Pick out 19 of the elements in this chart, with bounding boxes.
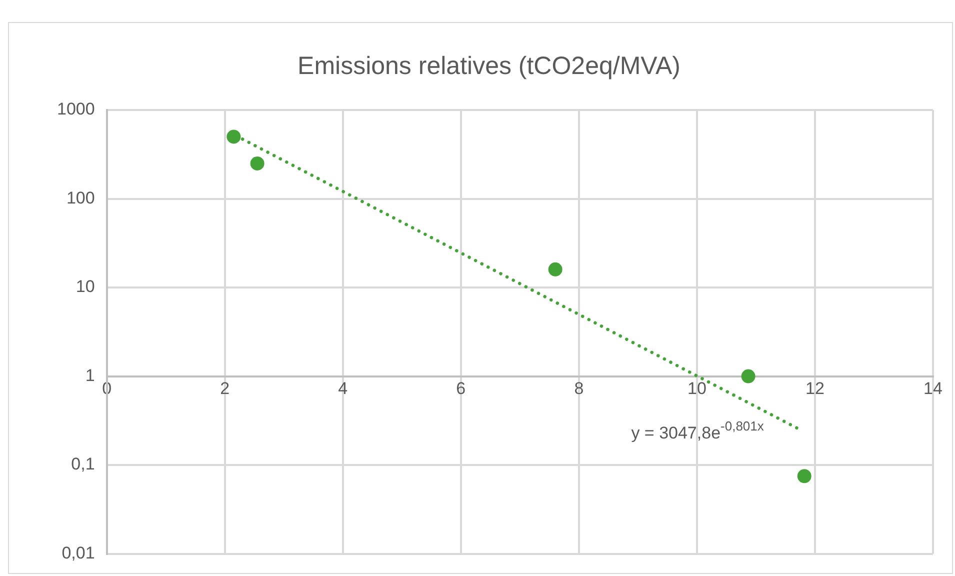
y-tick-label: 100: [66, 188, 95, 208]
x-tick-label: 14: [924, 379, 942, 398]
y-tick-label: 1000: [56, 100, 95, 119]
chart-title: Emissions relatives (tCO2eq/MVA): [298, 52, 680, 80]
x-tick-label: 8: [574, 379, 584, 398]
y-tick-label: 0,1: [71, 454, 95, 474]
x-tick-label: 4: [338, 379, 348, 398]
y-tick-label: 10: [76, 277, 95, 296]
x-tick-label: 2: [220, 379, 230, 398]
point: [548, 262, 562, 276]
point: [741, 369, 756, 384]
y-tick-label: 1: [85, 366, 95, 385]
point: [250, 156, 264, 170]
point: [797, 469, 812, 484]
x-tick-label: 12: [806, 379, 824, 398]
y-tick-label: 0,01: [62, 543, 95, 562]
point: [226, 130, 241, 144]
x-tick-label: 10: [687, 379, 706, 398]
x-tick-label: 6: [456, 379, 466, 398]
